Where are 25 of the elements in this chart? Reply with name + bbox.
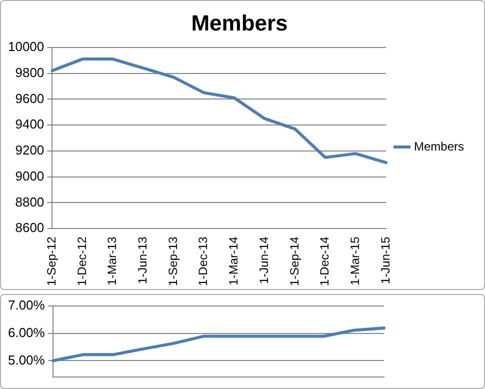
y-tick-label: 9000 (15, 168, 44, 184)
x-tick-label: 1-Sep-14 (287, 236, 302, 286)
x-tick-label: 1-Mar-13 (105, 236, 120, 286)
x-tick-label: 1-Dec-12 (74, 236, 89, 286)
x-tick-label: 1-Jun-15 (378, 236, 392, 284)
legend-label: Members (414, 139, 464, 154)
y-tick-label: 5.00% (8, 352, 46, 368)
y-tick-label: 7.00% (8, 297, 46, 312)
y-tick-label: 6.00% (8, 324, 46, 340)
x-tick-label: 1-Sep-12 (44, 236, 58, 286)
x-tick-label: 1-Jun-14 (256, 236, 271, 284)
y-tick-label: 8600 (15, 220, 44, 236)
x-tick-label: 1-Dec-14 (318, 236, 332, 286)
y-tick-label: 9800 (15, 64, 44, 80)
x-tick-label: 1-Jun-13 (136, 236, 150, 284)
x-tick-label: 1-Mar-14 (226, 236, 241, 286)
y-tick-label: 9600 (15, 90, 44, 106)
chart-title: Members (191, 10, 288, 36)
y-tick-label: 9200 (15, 142, 44, 158)
x-tick-label: 1-Sep-13 (166, 236, 180, 286)
y-tick-label: 9400 (15, 116, 44, 132)
y-tick-label: 10000 (8, 38, 44, 54)
y-tick-label: 8800 (15, 194, 44, 210)
x-tick-label: 1-Mar-15 (348, 236, 362, 286)
x-tick-label: 1-Dec-13 (196, 236, 210, 286)
